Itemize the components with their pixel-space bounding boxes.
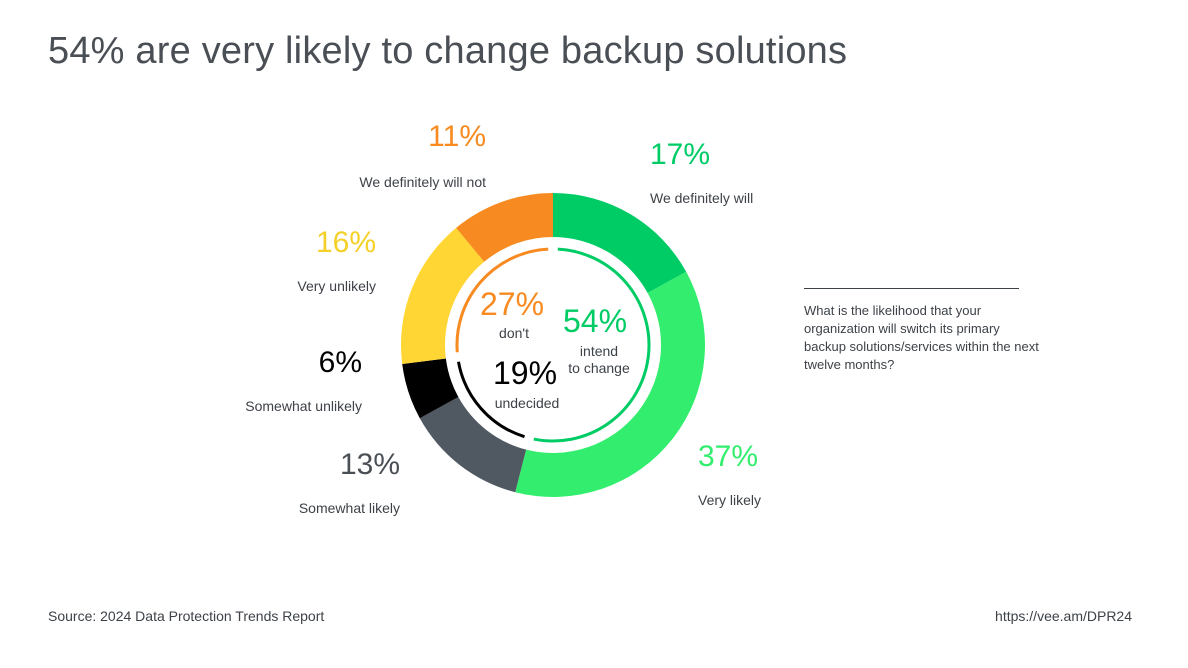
group-pct-dont: 27% bbox=[480, 286, 545, 322]
group-label-dont: don't bbox=[499, 325, 529, 341]
slice-pct-somewhat-unlikely: 6% bbox=[318, 346, 362, 379]
page-title: 54% are very likely to change backup sol… bbox=[48, 30, 848, 72]
slice-label-very-likely: Very likely bbox=[698, 492, 762, 508]
slice-somewhat-likely bbox=[419, 397, 527, 493]
arc-undecided bbox=[457, 361, 525, 439]
survey-question: What is the likelihood that your organiz… bbox=[804, 303, 1039, 372]
slice-pct-somewhat-likely: 13% bbox=[339, 448, 400, 481]
slice-label-somewhat-likely: Somewhat likely bbox=[298, 500, 400, 516]
slice-very-likely bbox=[515, 271, 705, 497]
slice-label-definitely-will: We definitely will bbox=[650, 190, 754, 206]
slice-definitely-will-not bbox=[456, 193, 553, 262]
arc-dont bbox=[455, 247, 549, 353]
group-pct-intend: 54% bbox=[563, 303, 628, 339]
slice-label-very-unlikely: Very unlikely bbox=[297, 278, 376, 294]
group-label-intend-line2: to change bbox=[568, 360, 630, 376]
slice-pct-very-likely: 37% bbox=[698, 440, 759, 473]
group-pct-undecided: 19% bbox=[493, 355, 558, 391]
question-rule bbox=[804, 288, 1019, 289]
arc-intend bbox=[533, 247, 651, 443]
source-url: https://vee.am/DPR24 bbox=[995, 608, 1132, 624]
slice-definitely-will bbox=[553, 193, 687, 293]
slice-label-definitely-will-not: We definitely will not bbox=[359, 174, 486, 190]
slice-somewhat-unlikely bbox=[402, 358, 459, 419]
slice-very-unlikely bbox=[401, 227, 485, 365]
group-label-intend-line1: intend bbox=[579, 343, 619, 359]
slice-pct-definitely-will: 17% bbox=[650, 138, 711, 171]
slice-pct-very-unlikely: 16% bbox=[315, 226, 376, 259]
slice-pct-definitely-will-not: 11% bbox=[428, 120, 486, 153]
group-label-intend: intend to change bbox=[560, 343, 638, 377]
group-label-undecided: undecided bbox=[494, 395, 560, 411]
slice-label-somewhat-unlikely: Somewhat unlikely bbox=[245, 398, 362, 414]
source-note: Source: 2024 Data Protection Trends Repo… bbox=[48, 608, 325, 624]
